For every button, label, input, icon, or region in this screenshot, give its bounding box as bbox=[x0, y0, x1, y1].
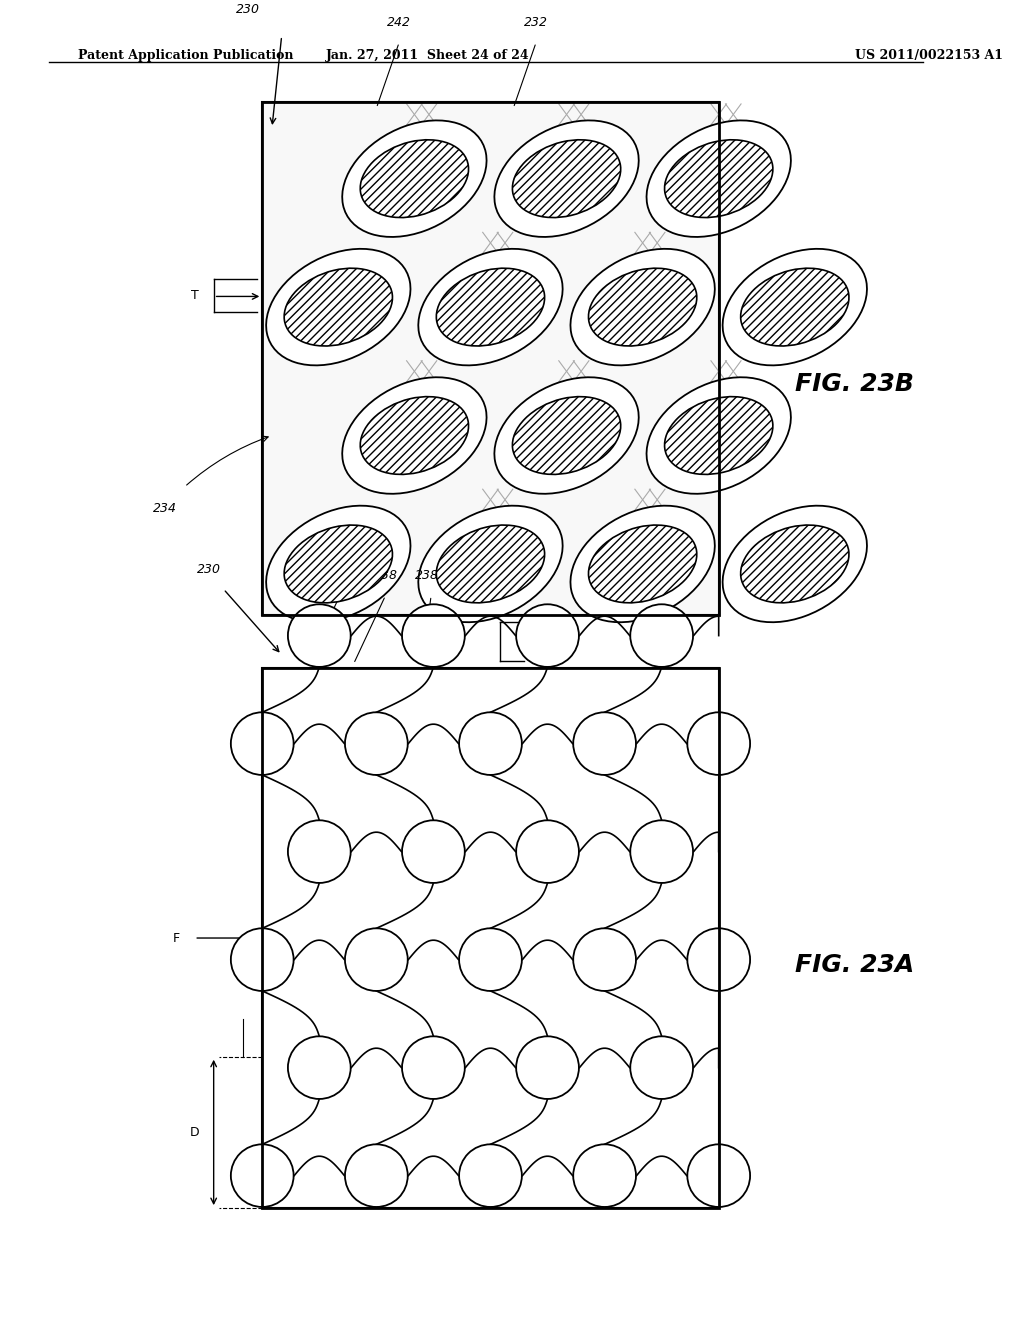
Ellipse shape bbox=[418, 249, 562, 366]
Ellipse shape bbox=[630, 605, 693, 667]
Ellipse shape bbox=[516, 605, 579, 667]
Text: H: H bbox=[528, 636, 538, 647]
Ellipse shape bbox=[589, 525, 696, 603]
Bar bbox=[262, 668, 719, 1208]
Ellipse shape bbox=[360, 396, 469, 474]
Text: FIG. 23B: FIG. 23B bbox=[796, 372, 914, 396]
Text: D: D bbox=[189, 1126, 199, 1139]
Ellipse shape bbox=[459, 1144, 522, 1206]
Ellipse shape bbox=[570, 249, 715, 366]
Text: 232: 232 bbox=[524, 16, 548, 29]
Text: 230: 230 bbox=[197, 562, 221, 576]
Ellipse shape bbox=[288, 1036, 350, 1100]
Text: T: T bbox=[191, 289, 199, 301]
Text: 240: 240 bbox=[328, 569, 352, 582]
Ellipse shape bbox=[570, 506, 715, 622]
Text: 238a: 238a bbox=[416, 569, 446, 582]
Ellipse shape bbox=[516, 820, 579, 883]
Ellipse shape bbox=[665, 396, 773, 474]
Ellipse shape bbox=[512, 396, 621, 474]
Text: Patent Application Publication: Patent Application Publication bbox=[78, 49, 293, 62]
Ellipse shape bbox=[230, 928, 294, 991]
Ellipse shape bbox=[723, 249, 867, 366]
Ellipse shape bbox=[342, 120, 486, 238]
Ellipse shape bbox=[687, 928, 751, 991]
Ellipse shape bbox=[402, 1036, 465, 1100]
Ellipse shape bbox=[573, 928, 636, 991]
Ellipse shape bbox=[284, 268, 392, 346]
Text: US 2011/0022153 A1: US 2011/0022153 A1 bbox=[855, 49, 1002, 62]
Ellipse shape bbox=[459, 713, 522, 775]
Bar bbox=[262, 102, 719, 615]
Ellipse shape bbox=[630, 820, 693, 883]
Text: FIG. 23A: FIG. 23A bbox=[795, 953, 914, 977]
Ellipse shape bbox=[360, 140, 469, 218]
Ellipse shape bbox=[436, 268, 545, 346]
Ellipse shape bbox=[687, 713, 751, 775]
Ellipse shape bbox=[573, 713, 636, 775]
Ellipse shape bbox=[418, 506, 562, 622]
Ellipse shape bbox=[288, 605, 350, 667]
Ellipse shape bbox=[266, 249, 411, 366]
Text: Jan. 27, 2011  Sheet 24 of 24: Jan. 27, 2011 Sheet 24 of 24 bbox=[326, 49, 529, 62]
Ellipse shape bbox=[342, 378, 486, 494]
Ellipse shape bbox=[495, 378, 639, 494]
Ellipse shape bbox=[284, 525, 392, 603]
Ellipse shape bbox=[459, 928, 522, 991]
Ellipse shape bbox=[495, 120, 639, 238]
Ellipse shape bbox=[230, 713, 294, 775]
Ellipse shape bbox=[589, 268, 696, 346]
Text: F: F bbox=[173, 932, 179, 945]
Bar bbox=[262, 102, 719, 615]
Bar bbox=[262, 668, 719, 1208]
Ellipse shape bbox=[573, 1144, 636, 1206]
Text: 242: 242 bbox=[387, 16, 412, 29]
Ellipse shape bbox=[345, 1144, 408, 1206]
Text: 230: 230 bbox=[236, 3, 260, 16]
Ellipse shape bbox=[436, 525, 545, 603]
Ellipse shape bbox=[512, 140, 621, 218]
Ellipse shape bbox=[687, 1144, 751, 1206]
Ellipse shape bbox=[288, 820, 350, 883]
Ellipse shape bbox=[646, 378, 791, 494]
Text: 234: 234 bbox=[154, 503, 177, 515]
Ellipse shape bbox=[345, 928, 408, 991]
Ellipse shape bbox=[646, 120, 791, 238]
Text: 238: 238 bbox=[374, 569, 397, 582]
Ellipse shape bbox=[266, 506, 411, 622]
Ellipse shape bbox=[516, 1036, 579, 1100]
Ellipse shape bbox=[402, 820, 465, 883]
Ellipse shape bbox=[345, 713, 408, 775]
Ellipse shape bbox=[740, 268, 849, 346]
Ellipse shape bbox=[665, 140, 773, 218]
Ellipse shape bbox=[740, 525, 849, 603]
Ellipse shape bbox=[230, 1144, 294, 1206]
Ellipse shape bbox=[630, 1036, 693, 1100]
Ellipse shape bbox=[402, 605, 465, 667]
Ellipse shape bbox=[723, 506, 867, 622]
